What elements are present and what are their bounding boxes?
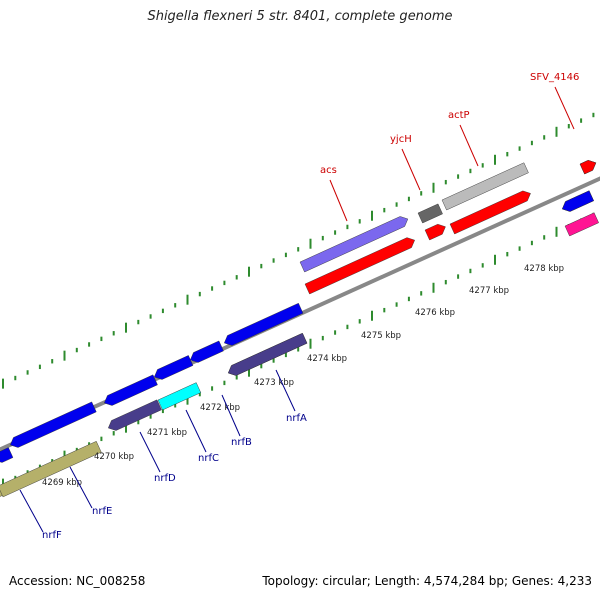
gene-track bbox=[0, 160, 599, 499]
gene-label-SFV_4146: SFV_4146 bbox=[530, 72, 579, 83]
ruler-label: 4275 kbp bbox=[361, 331, 401, 341]
gene-feature bbox=[299, 216, 409, 273]
ruler-label: 4273 kbp bbox=[254, 378, 294, 388]
gene-label-actP: actP bbox=[448, 110, 470, 121]
leader-line bbox=[185, 409, 207, 453]
gene-feature bbox=[104, 374, 158, 406]
ruler-label: 4270 kbp bbox=[94, 452, 134, 462]
gene-label-nrfD: nrfD bbox=[154, 473, 176, 484]
gene-nrfD bbox=[108, 399, 162, 431]
ruler-labels: 4269 kbp 4270 kbp 4271 kbp 4272 kbp 4273 kbp… bbox=[42, 264, 564, 488]
gene-feature bbox=[417, 203, 443, 224]
ruler-label: 4271 kbp bbox=[147, 428, 187, 438]
tick-row-outer bbox=[2, 112, 595, 389]
leader-line bbox=[69, 466, 93, 509]
gene-feature bbox=[224, 302, 304, 346]
ruler-label: 4278 kbp bbox=[524, 264, 564, 274]
gene-acs bbox=[304, 237, 415, 295]
gene-feature bbox=[441, 162, 529, 211]
leader-line bbox=[275, 369, 296, 412]
gene-label-acs: acs bbox=[320, 165, 337, 176]
gene-feature bbox=[0, 447, 14, 463]
gene-nrfA bbox=[228, 332, 308, 376]
leader-line bbox=[554, 86, 575, 130]
gene-label-nrfC: nrfC bbox=[198, 453, 219, 464]
gene-yjcH bbox=[424, 223, 446, 241]
leader-line bbox=[221, 394, 241, 437]
gene-label-nrfE: nrfE bbox=[92, 506, 112, 517]
leader-line bbox=[459, 124, 479, 167]
gene-nrfE bbox=[0, 441, 102, 498]
genome-title: Shigella flexneri 5 str. 8401, complete … bbox=[147, 9, 453, 24]
gene-feature bbox=[564, 212, 599, 237]
gene-labels: nrfF nrfE nrfD nrfC nrfB nrfA acs yjcH actP SFV_4… bbox=[19, 72, 579, 541]
ruler-label: 4277 kbp bbox=[469, 286, 509, 296]
gene-feature bbox=[190, 340, 224, 363]
gene-label-nrfA: nrfA bbox=[286, 413, 307, 424]
leader-line bbox=[139, 431, 161, 473]
accession-text: Accession: NC_008258 bbox=[9, 574, 146, 588]
gene-SFV_4146 bbox=[579, 160, 597, 175]
leader-line bbox=[401, 148, 421, 191]
leader-line bbox=[329, 179, 348, 222]
ruler-label: 4272 kbp bbox=[200, 403, 240, 413]
ruler-label: 4276 kbp bbox=[415, 308, 455, 318]
ruler-label: 4269 kbp bbox=[42, 478, 82, 488]
leader-line bbox=[19, 489, 44, 533]
gene-feature bbox=[154, 355, 194, 380]
gene-feature bbox=[562, 190, 594, 212]
gene-label-nrfB: nrfB bbox=[231, 437, 252, 448]
gene-actP bbox=[449, 190, 531, 235]
gene-label-yjcH: yjcH bbox=[390, 134, 412, 145]
gene-feature bbox=[10, 401, 97, 448]
genome-summary-text: Topology: circular; Length: 4,574,284 bp… bbox=[262, 574, 592, 588]
gene-nrfC bbox=[157, 382, 202, 411]
ruler-label: 4274 kbp bbox=[307, 354, 347, 364]
gene-label-nrfF: nrfF bbox=[42, 530, 62, 541]
